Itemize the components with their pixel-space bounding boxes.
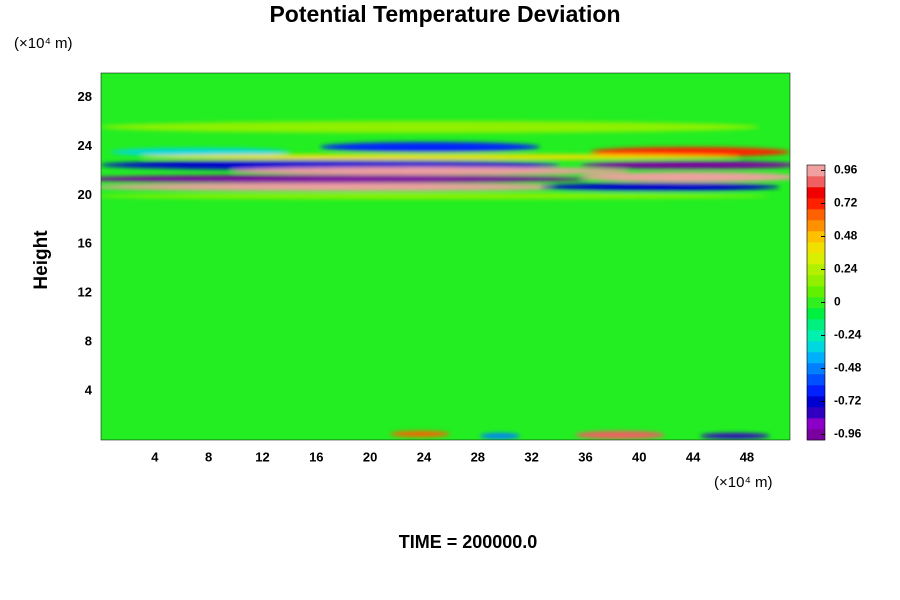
y-tick-label: 8	[85, 334, 92, 349]
field-band	[540, 183, 780, 191]
colorbar-tick-label: -0.72	[834, 394, 862, 408]
colorbar-tick-label: 0.48	[834, 229, 858, 243]
x-tick-label: 8	[205, 449, 212, 464]
x-tick-label: 36	[578, 449, 592, 464]
colorbar-swatch	[807, 165, 825, 177]
x-tick-label: 4	[151, 449, 159, 464]
colorbar-swatch	[807, 231, 825, 243]
colorbar-swatch	[807, 341, 825, 353]
y-tick-label: 16	[78, 236, 92, 251]
colorbar-swatch	[807, 275, 825, 287]
colorbar-tick-label: -0.24	[834, 328, 862, 342]
y-tick-label: 20	[78, 187, 92, 202]
y-tick-label: 12	[78, 285, 92, 300]
field-band	[101, 183, 590, 191]
colorbar-tick-label: 0.96	[834, 163, 858, 177]
colorbar-swatch	[807, 319, 825, 331]
field-band	[575, 431, 665, 439]
field	[101, 73, 790, 440]
colorbar-swatch	[807, 209, 825, 221]
x-tick-label: 12	[255, 449, 269, 464]
colorbar-swatch	[807, 253, 825, 265]
colorbar-swatch	[807, 396, 825, 408]
x-tick-label: 44	[686, 449, 701, 464]
field-band	[580, 172, 790, 182]
field-band	[101, 193, 770, 199]
colorbar-swatch	[807, 374, 825, 386]
x-tick-label: 40	[632, 449, 646, 464]
x-tick-label: 32	[524, 449, 538, 464]
x-tick-label: 48	[740, 449, 754, 464]
colorbar-swatch	[807, 297, 825, 309]
field-band	[320, 142, 540, 152]
field-band	[101, 121, 760, 133]
colorbar-swatch	[807, 308, 825, 320]
y-unit: (×10⁴ m)	[14, 35, 73, 52]
field-band	[580, 161, 790, 169]
colorbar-swatch	[807, 385, 825, 397]
colorbar-tick-label: -0.48	[834, 361, 862, 375]
colorbar-tick-label: -0.96	[834, 427, 862, 441]
colorbar-swatch	[807, 429, 825, 441]
y-tick-label: 4	[85, 383, 93, 398]
footer: TIME = 200000.0	[399, 532, 538, 552]
colorbar-swatch	[807, 418, 825, 430]
field-band	[140, 154, 740, 160]
colorbar-swatch	[807, 407, 825, 419]
chart-title: Potential Temperature Deviation	[269, 1, 620, 27]
colorbar-tick-label: 0	[834, 295, 841, 309]
y-tick-label: 28	[78, 89, 92, 104]
y-axis-title: Height	[31, 230, 52, 290]
colorbar-swatch	[807, 220, 825, 232]
field-band	[480, 433, 520, 439]
colorbar-swatch	[807, 242, 825, 254]
field-band	[700, 433, 770, 439]
field-features	[101, 121, 790, 439]
colorbar-tick-label: 0.72	[834, 196, 858, 210]
colorbar-swatch	[807, 363, 825, 375]
colorbar-swatch	[807, 330, 825, 342]
colorbar-swatch	[807, 187, 825, 199]
field-band	[230, 167, 630, 175]
colorbar-swatch	[807, 176, 825, 188]
colorbar-tick-label: 0.24	[834, 262, 858, 276]
x-tick-label: 20	[363, 449, 377, 464]
plot-frame	[100, 72, 791, 441]
colorbar-swatch	[807, 352, 825, 364]
field-background	[101, 73, 790, 440]
x-tick-label: 28	[471, 449, 485, 464]
colorbar-swatch	[807, 198, 825, 210]
field-band	[110, 148, 290, 156]
field-band	[590, 147, 790, 157]
field-band	[101, 175, 590, 183]
x-unit: (×10⁴ m)	[714, 474, 773, 491]
field-band	[390, 431, 450, 437]
x-tick-label: 16	[309, 449, 323, 464]
x-tick-label: 24	[417, 449, 432, 464]
y-tick-label: 24	[78, 138, 93, 153]
colorbar-swatch	[807, 264, 825, 276]
colorbar-swatch	[807, 286, 825, 298]
